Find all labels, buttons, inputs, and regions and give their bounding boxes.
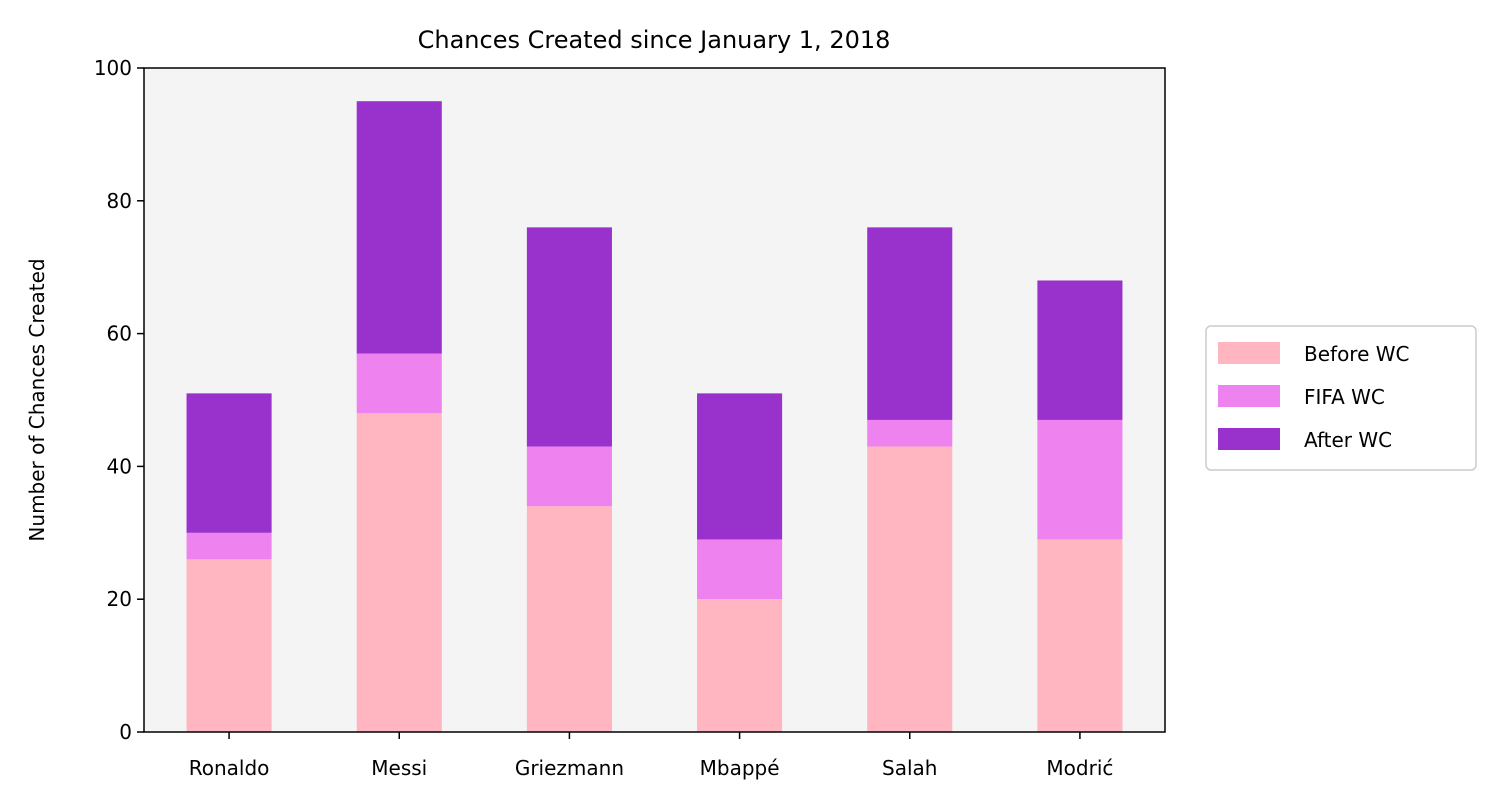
y-tick-label: 100 <box>94 56 132 80</box>
bar-mbapp-series-2 <box>697 393 783 540</box>
plot-background <box>144 68 1165 732</box>
bar-ronaldo-series-0 <box>186 559 272 732</box>
x-tick-label: Mbappé <box>700 756 780 780</box>
chart-title: Chances Created since January 1, 2018 <box>418 26 891 54</box>
legend-swatch <box>1218 428 1280 450</box>
legend-label: Before WC <box>1304 342 1410 366</box>
y-tick-label: 20 <box>107 587 132 611</box>
legend-swatch <box>1218 342 1280 364</box>
bar-salah-series-1 <box>867 419 953 447</box>
bar-messi-series-2 <box>356 101 442 354</box>
y-axis: 0 20 40 60 80 100 <box>94 56 144 744</box>
x-tick-label: Griezmann <box>515 756 624 780</box>
legend: Before WC FIFA WC After WC <box>1205 325 1477 471</box>
bar-modri-series-1 <box>1037 419 1123 540</box>
bar-mbapp-series-0 <box>697 599 783 732</box>
x-tick-label: Messi <box>371 756 427 780</box>
bar-griezmann-series-0 <box>526 506 612 732</box>
legend-swatch <box>1218 385 1280 407</box>
bar-mbapp-series-1 <box>697 539 783 600</box>
legend-label: FIFA WC <box>1304 385 1385 409</box>
bar-messi-series-0 <box>356 413 442 732</box>
y-tick-label: 60 <box>107 322 132 346</box>
bar-modri-series-2 <box>1037 280 1123 420</box>
x-tick-label: Modrić <box>1046 756 1113 780</box>
bars-group <box>186 101 1123 732</box>
plot-frame <box>143 67 1166 733</box>
x-tick-label: Ronaldo <box>189 756 270 780</box>
bar-griezmann-series-2 <box>526 227 612 447</box>
y-tick-label: 40 <box>107 454 132 478</box>
bar-messi-series-1 <box>356 353 442 414</box>
y-tick-label: 80 <box>107 189 132 213</box>
y-tick-label: 0 <box>119 720 132 744</box>
y-axis-label: Number of Chances Created <box>25 258 49 541</box>
bar-salah-series-2 <box>867 227 953 420</box>
bar-ronaldo-series-1 <box>186 532 272 560</box>
x-axis: Ronaldo Messi Griezmann Mbappé Salah Modrić <box>189 732 1113 780</box>
legend-label: After WC <box>1304 428 1392 452</box>
bar-griezmann-series-1 <box>526 446 612 507</box>
bar-modri-series-0 <box>1037 539 1123 732</box>
bar-ronaldo-series-2 <box>186 393 272 533</box>
bar-salah-series-0 <box>867 446 953 732</box>
x-tick-label: Salah <box>882 756 937 780</box>
